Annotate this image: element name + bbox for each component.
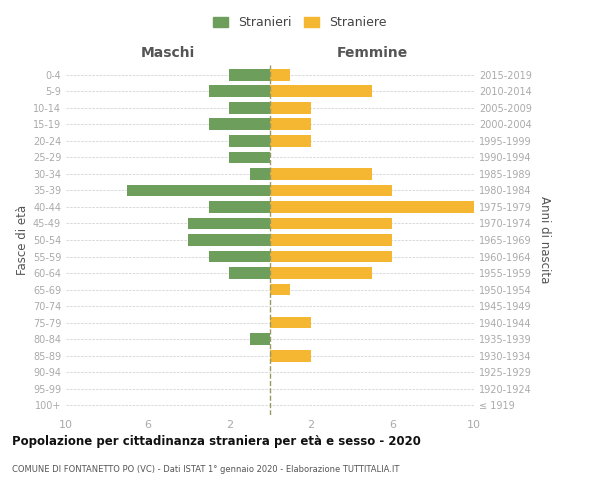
Bar — [270, 234, 392, 246]
Bar — [270, 284, 290, 296]
Text: COMUNE DI FONTANETTO PO (VC) - Dati ISTAT 1° gennaio 2020 - Elaborazione TUTTITA: COMUNE DI FONTANETTO PO (VC) - Dati ISTA… — [12, 465, 400, 474]
Bar — [270, 86, 372, 98]
Bar — [270, 102, 311, 114]
Bar — [229, 267, 270, 279]
Bar — [270, 69, 290, 81]
Text: Maschi: Maschi — [141, 46, 195, 60]
Bar — [229, 135, 270, 147]
Text: Femmine: Femmine — [337, 46, 407, 60]
Bar — [270, 316, 311, 328]
Bar — [270, 201, 474, 213]
Y-axis label: Fasce di età: Fasce di età — [16, 205, 29, 275]
Bar — [270, 135, 311, 147]
Bar — [270, 250, 392, 262]
Bar — [270, 118, 311, 130]
Bar — [270, 218, 392, 230]
Bar — [209, 86, 270, 98]
Bar — [270, 184, 392, 196]
Y-axis label: Anni di nascita: Anni di nascita — [538, 196, 551, 284]
Bar — [250, 168, 270, 180]
Text: Popolazione per cittadinanza straniera per età e sesso - 2020: Popolazione per cittadinanza straniera p… — [12, 435, 421, 448]
Bar — [209, 118, 270, 130]
Bar — [209, 250, 270, 262]
Bar — [127, 184, 270, 196]
Bar — [209, 201, 270, 213]
Bar — [270, 350, 311, 362]
Bar — [188, 218, 270, 230]
Bar — [229, 102, 270, 114]
Legend: Stranieri, Straniere: Stranieri, Straniere — [208, 11, 392, 34]
Bar — [229, 69, 270, 81]
Bar — [270, 168, 372, 180]
Bar — [229, 152, 270, 164]
Bar — [250, 333, 270, 345]
Bar — [188, 234, 270, 246]
Bar — [270, 267, 372, 279]
